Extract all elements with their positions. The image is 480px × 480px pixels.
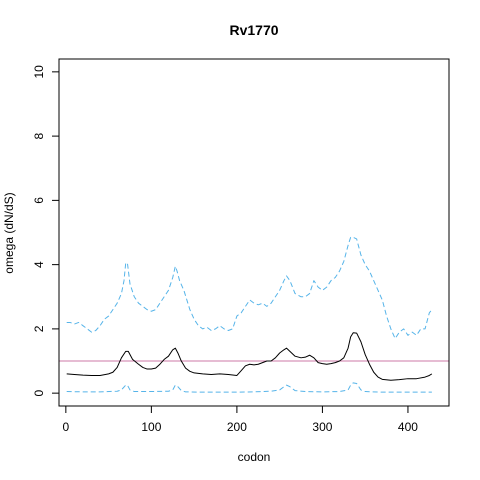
y-tick-label: 2 bbox=[32, 325, 46, 332]
y-axis: 0 2 4 6 8 10 bbox=[32, 65, 60, 396]
x-tick-label: 100 bbox=[141, 420, 161, 434]
x-tick-label: 200 bbox=[227, 420, 247, 434]
x-axis-title: codon bbox=[238, 450, 271, 464]
y-tick-label: 8 bbox=[32, 132, 46, 139]
series-line-lower-bound bbox=[66, 382, 432, 393]
series-layer bbox=[59, 236, 449, 393]
y-tick-label: 10 bbox=[32, 65, 46, 79]
chart-title: Rv1770 bbox=[229, 22, 278, 38]
x-tick-label: 300 bbox=[312, 420, 332, 434]
x-tick-label: 0 bbox=[62, 420, 69, 434]
y-tick-label: 4 bbox=[32, 261, 46, 268]
series-line-estimate bbox=[66, 332, 433, 381]
x-axis: 0 100 200 300 400 bbox=[62, 405, 418, 434]
y-tick-label: 0 bbox=[32, 389, 46, 396]
x-tick-label: 400 bbox=[398, 420, 418, 434]
y-axis-title: omega (dN/dS) bbox=[2, 192, 16, 273]
y-tick-label: 6 bbox=[32, 197, 46, 204]
